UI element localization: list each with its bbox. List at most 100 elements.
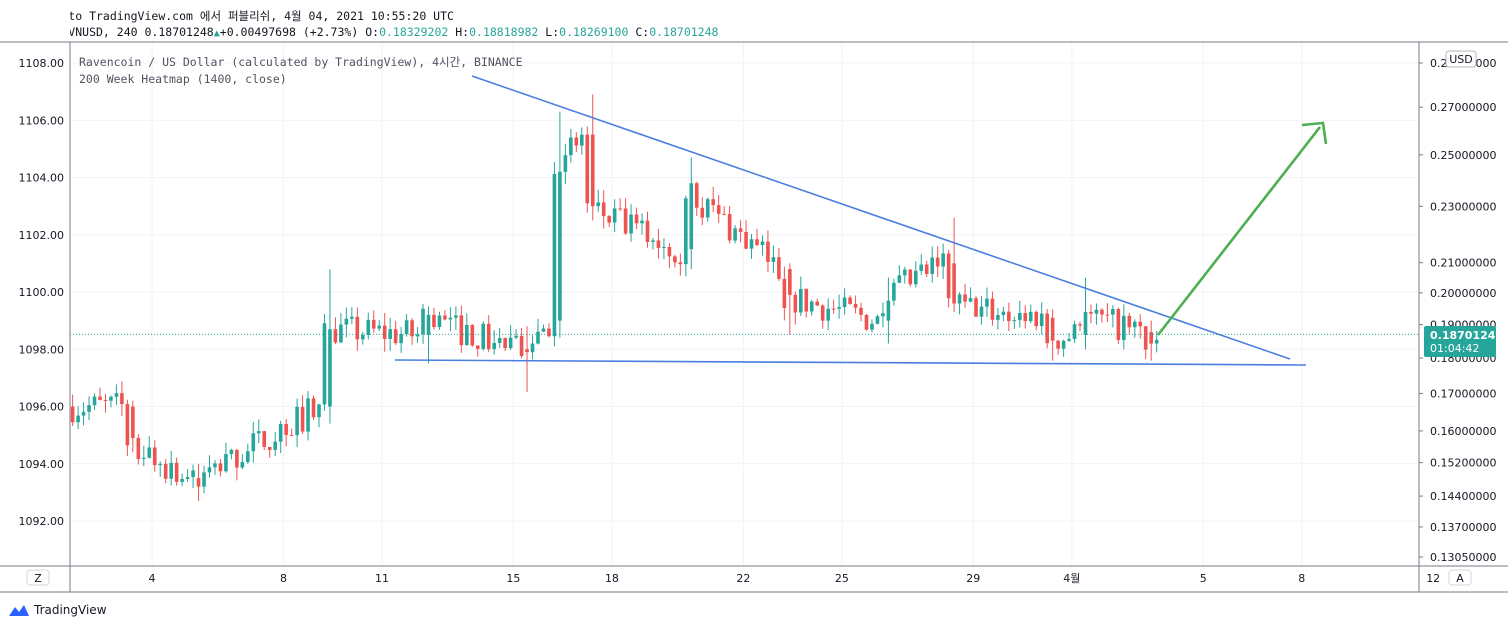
candle-body [1116, 309, 1121, 340]
brand-label: TradingView [34, 603, 107, 617]
candle-body [109, 396, 113, 401]
projection-arrow[interactable] [1156, 126, 1322, 336]
candle-body [968, 298, 973, 302]
time-axis[interactable]: 4 8 11 15 18 22 25 29 4월 5 8 12 [149, 572, 1441, 585]
candle-body [629, 214, 633, 234]
candle-body [371, 319, 376, 329]
candle-body [136, 437, 141, 459]
close-label: C: [635, 25, 650, 39]
candle-body [81, 411, 86, 416]
candle-body [251, 433, 256, 452]
candle-body [996, 314, 1000, 320]
candle-body [180, 478, 184, 482]
candle-body [470, 325, 475, 346]
candle-body [185, 477, 190, 479]
candle-body [508, 337, 513, 349]
candle-body [766, 241, 770, 262]
candle-body [716, 205, 721, 214]
candle-body [662, 247, 666, 249]
candle-body [903, 269, 907, 276]
candle-body [875, 316, 880, 324]
candle-body [459, 315, 464, 346]
candle-body [311, 398, 316, 418]
candle-body [694, 183, 699, 208]
candle-body [103, 399, 108, 401]
candle-body [755, 239, 759, 245]
time-tick-label: 18 [605, 572, 619, 585]
candle-body [350, 316, 354, 319]
descending-trendline[interactable] [471, 75, 1291, 360]
candle-body [1023, 312, 1028, 322]
candle-body [870, 323, 874, 330]
candle-body [158, 463, 163, 466]
candle-body [771, 257, 776, 262]
candle-body [98, 396, 102, 400]
candle-body [1143, 326, 1148, 350]
candle-body [399, 334, 403, 344]
auto-scale-button[interactable] [1448, 569, 1472, 586]
candle-body [689, 183, 694, 250]
candle-body [1056, 340, 1060, 349]
candle-body [328, 329, 332, 407]
candle-body [541, 328, 546, 332]
zoom-button[interactable] [26, 569, 50, 586]
candle-body [1039, 313, 1044, 327]
candle-body [612, 208, 617, 223]
candle-body [169, 462, 173, 479]
right-tick-label: 0.21000000 [1430, 257, 1496, 270]
support-trendline[interactable] [394, 359, 1307, 366]
candle-body [1094, 309, 1099, 314]
time-tick-label: 8 [280, 572, 287, 585]
candle-body [618, 208, 622, 210]
candle-body [273, 441, 277, 450]
candle-body [1127, 315, 1132, 328]
candle-body [70, 406, 75, 423]
candle-body [415, 334, 420, 337]
candle-body [804, 288, 809, 312]
candle-body [1122, 315, 1126, 340]
candle-body [388, 329, 392, 339]
left-price-axis[interactable]: 1092.00 1094.00 1096.00 1098.00 1100.00 1102.… [19, 57, 65, 528]
candle-body [366, 319, 371, 335]
right-tick-label: 0.25000000 [1430, 149, 1496, 162]
candle-body [426, 314, 431, 335]
right-tick-label: 0.27000000 [1430, 101, 1496, 114]
left-tick-label: 1108.00 [19, 57, 65, 70]
candle-body [601, 202, 606, 217]
right-tick-label: 0.13700000 [1430, 521, 1496, 534]
candle-body [777, 257, 781, 279]
candle-body [733, 228, 737, 241]
candle-body [848, 297, 852, 304]
candle-body [421, 308, 425, 335]
candle-body [782, 278, 787, 309]
time-tick-label: 4월 [1063, 572, 1080, 585]
candle-body [246, 451, 250, 463]
currency-badge[interactable] [1445, 50, 1477, 68]
axis-badges: USD 0.18701248 01:04:42 Z A [26, 50, 1503, 586]
tradingview-logo-icon [9, 605, 29, 616]
candle-body [678, 262, 683, 265]
candle-body [864, 314, 869, 330]
candle-body [1111, 309, 1115, 315]
candle-body [196, 478, 201, 487]
candle-body [913, 270, 918, 285]
price-tag-value: 0.18701248 [1430, 329, 1503, 342]
candle-body [152, 447, 157, 466]
candle-body [547, 328, 551, 337]
candle-body [886, 300, 891, 321]
candle-body [585, 134, 590, 204]
time-tick-label: 15 [506, 572, 520, 585]
candle-body [432, 314, 436, 327]
candle-body [667, 247, 672, 257]
candle-body [897, 275, 902, 283]
candle-body [87, 405, 91, 412]
candle-body [837, 307, 841, 309]
candle-body [935, 257, 940, 267]
left-tick-label: 1096.00 [19, 401, 65, 414]
candle-body [322, 323, 327, 405]
candle-body [990, 298, 995, 320]
candle-body [339, 324, 343, 343]
tradingview-brand[interactable]: TradingView [8, 603, 107, 617]
candle-body [174, 462, 179, 482]
